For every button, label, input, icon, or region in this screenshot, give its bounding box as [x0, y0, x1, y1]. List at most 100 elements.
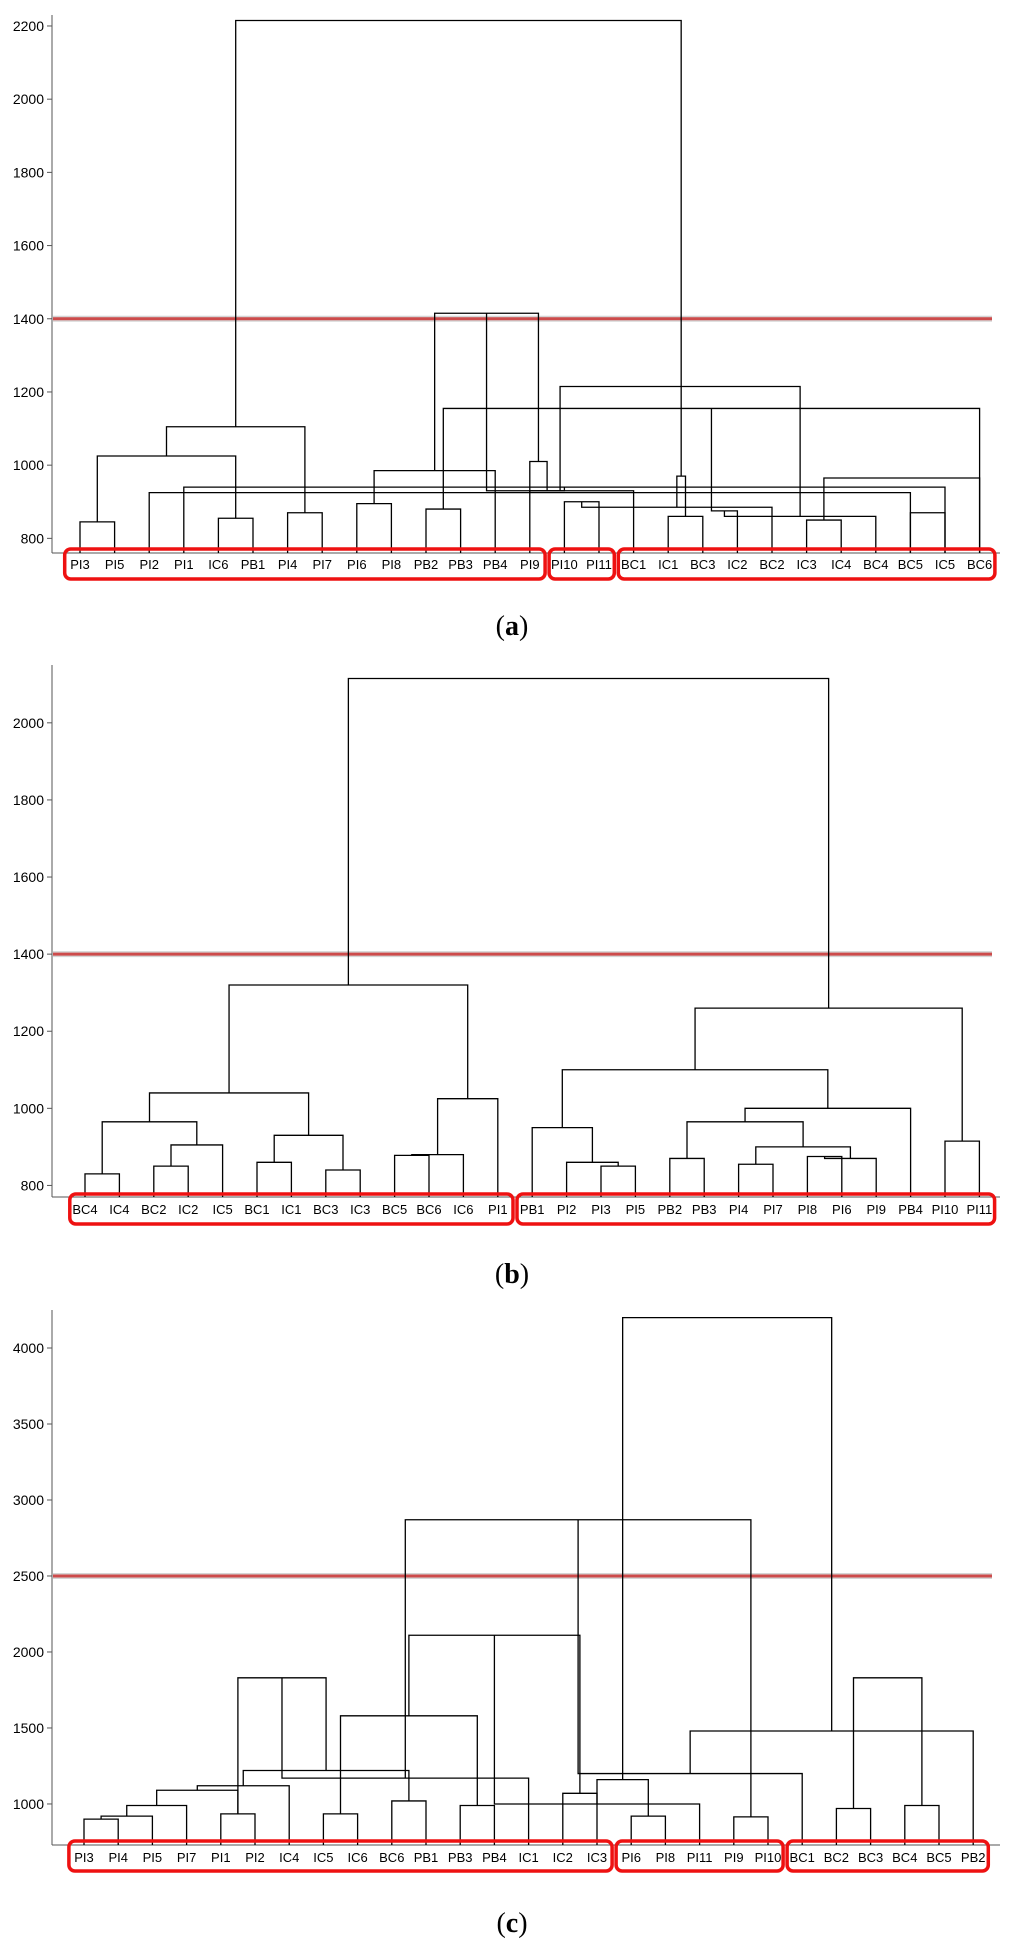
leaf-label: IC6 — [453, 1202, 473, 1217]
leaf-label: PI3 — [591, 1202, 611, 1217]
leaf-label: PI9 — [866, 1202, 886, 1217]
dendrogram-link — [153, 1165, 189, 1197]
leaf-label: IC1 — [281, 1202, 301, 1217]
leaf-label: IC1 — [658, 557, 678, 572]
leaf-label: PI8 — [382, 557, 402, 572]
leaf-label: IC5 — [212, 1202, 232, 1217]
dendrogram-link — [563, 501, 600, 553]
caption-close: ) — [518, 1908, 527, 1939]
caption-letter: c — [506, 1908, 518, 1939]
dendrogram-panel-b: 800 1000 1200 1400 1600 1800 2000 BC4 IC4 BC2 IC2 I… — [13, 665, 1000, 1290]
panel-caption: (a) — [496, 611, 529, 642]
dendrogram-link — [909, 512, 946, 553]
dendrogram-panel-c: 1000 1500 2000 2500 3000 3500 4000 PI3 PI4 PI5 PI7… — [13, 1310, 1000, 1939]
leaf-label: IC1 — [518, 1850, 538, 1865]
leaf-label: IC3 — [796, 557, 816, 572]
dendrogram-link — [622, 1316, 833, 1780]
leaf-label: PI5 — [626, 1202, 646, 1217]
leaf-label: BC6 — [967, 557, 992, 572]
caption-close: ) — [519, 611, 528, 642]
leaf-label: PI5 — [143, 1850, 163, 1865]
dendrogram-link — [806, 1155, 843, 1197]
dendrogram-link — [852, 1677, 923, 1809]
dendrogram-link — [281, 1677, 530, 1845]
leaf-label: PI7 — [312, 557, 332, 572]
cluster-group-box — [614, 1839, 785, 1873]
leaf-label: PI9 — [724, 1850, 744, 1865]
leaf-label: IC4 — [109, 1202, 129, 1217]
leaf-label: BC4 — [863, 557, 888, 572]
leaf-label: PB1 — [241, 557, 266, 572]
y-tick-label: 1800 — [13, 164, 44, 180]
y-tick-label: 1200 — [13, 384, 44, 400]
dendrogram-link — [689, 1730, 974, 1845]
dendrogram-link — [96, 455, 237, 522]
dendrogram-link — [373, 470, 496, 553]
leaf-label: PI11 — [586, 557, 612, 572]
dendrogram-link — [339, 1715, 478, 1814]
cluster-group-box — [785, 1839, 991, 1873]
leaf-label: PB4 — [483, 557, 508, 572]
dendrogram-link — [347, 677, 830, 1009]
leaf-label: IC4 — [279, 1850, 299, 1865]
dendrogram-panel-a: 800 1000 1200 1400 1600 1800 2000 2200 PI3 PI5 PI2… — [13, 15, 1000, 642]
dendrogram-link — [411, 1153, 465, 1197]
leaf-label: PI1 — [211, 1850, 231, 1865]
leaf-label: PI4 — [278, 557, 298, 572]
dendrogram-link — [823, 477, 981, 553]
y-tick-label: 1000 — [13, 457, 44, 473]
dendrogram-link — [710, 408, 739, 553]
leaf-label: PI9 — [520, 557, 540, 572]
dendrogram-link — [393, 1154, 430, 1197]
leaf-label: PI8 — [656, 1850, 676, 1865]
caption-open: ( — [495, 1259, 504, 1290]
leaf-label: PB3 — [448, 557, 473, 572]
dendrogram-link — [286, 512, 323, 553]
dendrogram-link — [562, 1792, 598, 1845]
leaf-label: BC1 — [621, 557, 646, 572]
leaf-label: PB2 — [658, 1202, 683, 1217]
cluster-group-box — [547, 547, 617, 581]
leaf-label: PI1 — [488, 1202, 508, 1217]
cluster-group-box — [616, 547, 997, 581]
y-tick-label: 2200 — [13, 18, 44, 34]
leaf-label: IC2 — [727, 557, 747, 572]
cluster-group-box — [62, 547, 547, 581]
dendrogram-link — [531, 1126, 594, 1197]
leaf-label: PI3 — [74, 1850, 94, 1865]
dendrogram-link — [237, 1677, 327, 1814]
leaf-label: PI4 — [729, 1202, 749, 1217]
y-tick-label: 3000 — [13, 1492, 44, 1508]
y-tick-label: 1000 — [13, 1796, 44, 1812]
dendrogram-link — [581, 501, 773, 553]
leaf-label: PI10 — [932, 1202, 959, 1217]
leaf-label: IC5 — [935, 557, 955, 572]
leaf-label: BC4 — [72, 1202, 97, 1217]
leaf-label: BC5 — [926, 1850, 951, 1865]
dendrogram-link — [148, 1092, 310, 1136]
dendrogram-link — [126, 1804, 188, 1845]
leaf-label: BC2 — [824, 1850, 849, 1865]
leaf-label: BC6 — [379, 1850, 404, 1865]
caption-close: ) — [520, 1259, 529, 1290]
leaf-label: PB4 — [482, 1850, 507, 1865]
y-tick-label: 4000 — [13, 1340, 44, 1356]
leaf-label: PB1 — [520, 1202, 545, 1217]
caption-open: ( — [496, 1908, 505, 1939]
dendrogram-link — [156, 1789, 239, 1814]
leaf-label: PI3 — [70, 557, 90, 572]
leaf-label: BC5 — [898, 557, 923, 572]
leaf-label: PI10 — [551, 557, 578, 572]
leaf-label: PB3 — [692, 1202, 717, 1217]
dendrogram-link — [391, 1800, 427, 1845]
leaf-label: PB2 — [961, 1850, 986, 1865]
dendrogram-link — [686, 1121, 804, 1159]
leaf-label: PI2 — [139, 557, 159, 572]
y-tick-label: 2000 — [13, 715, 44, 731]
y-tick-label: 1600 — [13, 869, 44, 885]
leaf-label: PI6 — [347, 557, 367, 572]
y-tick-label: 800 — [21, 530, 45, 546]
leaf-label: PI4 — [108, 1850, 128, 1865]
caption-letter: a — [505, 611, 519, 642]
